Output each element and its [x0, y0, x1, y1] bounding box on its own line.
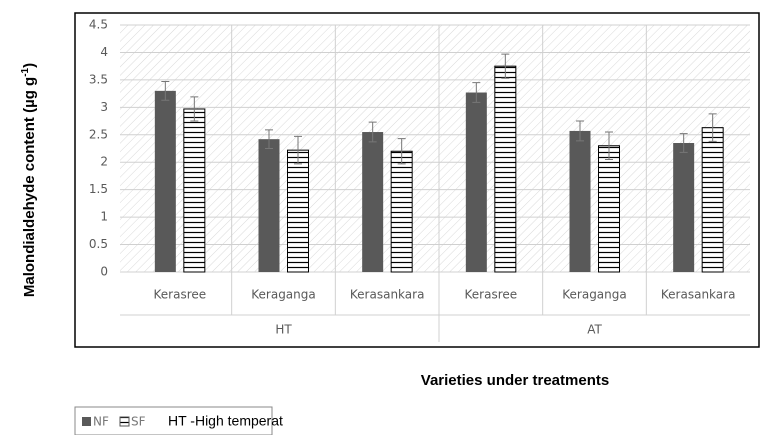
bar [183, 108, 206, 273]
bar [673, 143, 695, 272]
y-axis-title: Malondialdehyde content (µg g-1) [20, 63, 38, 297]
legend-label: NF [93, 415, 109, 429]
y-axis-title-sup: -1 [20, 67, 31, 76]
bar [598, 145, 620, 273]
x-tick-label: Keraganga [251, 288, 316, 302]
legend-swatch [119, 416, 130, 427]
error-bar [397, 138, 406, 165]
bar [569, 130, 591, 272]
plot-area [120, 25, 750, 272]
legend-note: HT -High temperat [168, 413, 283, 429]
error-bar [265, 129, 273, 149]
bar [287, 149, 309, 273]
x-axis-title: Varieties under treatments [421, 372, 609, 389]
y-tick-label: 3.5 [89, 72, 108, 86]
x-tick-label: Kerasankara [350, 288, 425, 302]
error-bar [294, 135, 302, 165]
bar [494, 65, 517, 273]
legend-label: SF [131, 415, 146, 429]
bar [258, 139, 280, 272]
y-axis-title-end: ) [21, 63, 38, 68]
y-tick-label: 1.5 [89, 182, 108, 196]
y-axis-title-main: Malondialdehyde content (µg g [21, 77, 38, 297]
group-label: AT [587, 323, 602, 337]
y-tick-label: 0.5 [89, 237, 108, 251]
y-tick-label: 2.5 [89, 127, 108, 141]
legend [74, 406, 273, 436]
bar [390, 150, 413, 273]
group-label: HT [275, 323, 292, 337]
error-bar [190, 96, 199, 122]
error-bar [605, 131, 613, 160]
error-bar [161, 81, 170, 101]
x-tick-label: Keraganga [562, 288, 627, 302]
bar [465, 92, 487, 272]
error-bar [679, 133, 688, 153]
y-tick-label: 0 [100, 265, 108, 279]
x-tick-label: Kerasankara [661, 288, 736, 302]
error-bar [708, 113, 717, 142]
bar [362, 132, 384, 272]
bar [154, 90, 176, 272]
error-bar [576, 120, 584, 142]
bar [701, 127, 724, 273]
x-tick-label: Kerasree [465, 288, 518, 302]
y-tick-label: 1 [100, 210, 108, 224]
error-bar [472, 82, 481, 103]
error-bar [501, 53, 510, 79]
y-tick-label: 4 [100, 45, 108, 59]
y-tick-label: 3 [100, 100, 108, 114]
error-bar [368, 121, 377, 143]
x-tick-label: Kerasree [154, 288, 207, 302]
legend-swatch [82, 417, 91, 426]
y-tick-label: 2 [100, 155, 108, 169]
y-tick-label: 4.5 [89, 18, 108, 32]
